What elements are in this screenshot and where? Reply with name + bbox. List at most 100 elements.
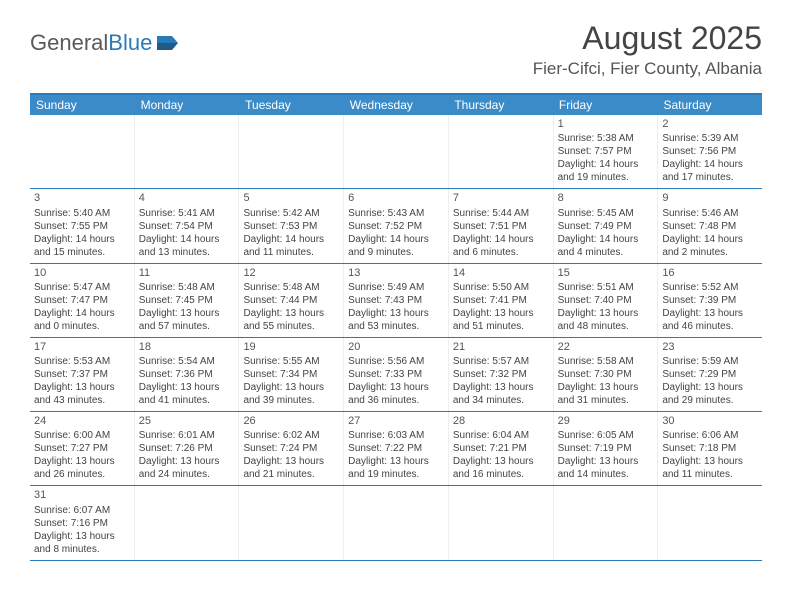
location-label: Fier-Cifci, Fier County, Albania — [533, 59, 762, 79]
day-cell: 13Sunrise: 5:49 AMSunset: 7:43 PMDayligh… — [344, 264, 449, 337]
day-number: 3 — [34, 191, 130, 205]
day-number: 25 — [139, 414, 235, 428]
day-cell: 2Sunrise: 5:39 AMSunset: 7:56 PMDaylight… — [658, 115, 762, 188]
daylight-line: Daylight: 13 hours and 19 minutes. — [348, 455, 444, 481]
sunset-line: Sunset: 7:52 PM — [348, 220, 444, 233]
day-number: 24 — [34, 414, 130, 428]
day-number: 16 — [662, 266, 758, 280]
day-cell: 25Sunrise: 6:01 AMSunset: 7:26 PMDayligh… — [135, 412, 240, 485]
day-number: 31 — [34, 488, 130, 502]
sunset-line: Sunset: 7:27 PM — [34, 442, 130, 455]
calendar: SundayMondayTuesdayWednesdayThursdayFrid… — [30, 93, 762, 561]
sunrise-line: Sunrise: 5:49 AM — [348, 281, 444, 294]
day-cell: 21Sunrise: 5:57 AMSunset: 7:32 PMDayligh… — [449, 338, 554, 411]
weekday-header: Thursday — [448, 95, 553, 115]
day-number: 8 — [558, 191, 654, 205]
day-number: 6 — [348, 191, 444, 205]
day-cell: 27Sunrise: 6:03 AMSunset: 7:22 PMDayligh… — [344, 412, 449, 485]
day-cell: 20Sunrise: 5:56 AMSunset: 7:33 PMDayligh… — [344, 338, 449, 411]
day-number: 1 — [558, 117, 654, 131]
day-cell: 4Sunrise: 5:41 AMSunset: 7:54 PMDaylight… — [135, 189, 240, 262]
day-cell: 23Sunrise: 5:59 AMSunset: 7:29 PMDayligh… — [658, 338, 762, 411]
daylight-line: Daylight: 13 hours and 36 minutes. — [348, 381, 444, 407]
logo-flag-icon — [156, 34, 182, 52]
sunset-line: Sunset: 7:47 PM — [34, 294, 130, 307]
daylight-line: Daylight: 13 hours and 16 minutes. — [453, 455, 549, 481]
sunrise-line: Sunrise: 6:00 AM — [34, 429, 130, 442]
day-cell: 22Sunrise: 5:58 AMSunset: 7:30 PMDayligh… — [554, 338, 659, 411]
sunset-line: Sunset: 7:57 PM — [558, 145, 654, 158]
sunset-line: Sunset: 7:40 PM — [558, 294, 654, 307]
empty-cell — [344, 486, 449, 559]
sunset-line: Sunset: 7:53 PM — [243, 220, 339, 233]
sunrise-line: Sunrise: 5:40 AM — [34, 207, 130, 220]
day-cell: 15Sunrise: 5:51 AMSunset: 7:40 PMDayligh… — [554, 264, 659, 337]
sunset-line: Sunset: 7:19 PM — [558, 442, 654, 455]
daylight-line: Daylight: 13 hours and 43 minutes. — [34, 381, 130, 407]
day-cell: 28Sunrise: 6:04 AMSunset: 7:21 PMDayligh… — [449, 412, 554, 485]
day-number: 17 — [34, 340, 130, 354]
empty-cell — [554, 486, 659, 559]
day-cell: 29Sunrise: 6:05 AMSunset: 7:19 PMDayligh… — [554, 412, 659, 485]
sunrise-line: Sunrise: 6:04 AM — [453, 429, 549, 442]
day-cell: 3Sunrise: 5:40 AMSunset: 7:55 PMDaylight… — [30, 189, 135, 262]
sunset-line: Sunset: 7:56 PM — [662, 145, 758, 158]
daylight-line: Daylight: 13 hours and 48 minutes. — [558, 307, 654, 333]
empty-cell — [239, 115, 344, 188]
daylight-line: Daylight: 13 hours and 8 minutes. — [34, 530, 130, 556]
sunset-line: Sunset: 7:18 PM — [662, 442, 758, 455]
sunset-line: Sunset: 7:26 PM — [139, 442, 235, 455]
day-number: 13 — [348, 266, 444, 280]
sunrise-line: Sunrise: 6:05 AM — [558, 429, 654, 442]
day-number: 7 — [453, 191, 549, 205]
sunrise-line: Sunrise: 5:48 AM — [139, 281, 235, 294]
sunset-line: Sunset: 7:51 PM — [453, 220, 549, 233]
daylight-line: Daylight: 14 hours and 2 minutes. — [662, 233, 758, 259]
weekday-header: Friday — [553, 95, 658, 115]
day-number: 9 — [662, 191, 758, 205]
sunrise-line: Sunrise: 5:48 AM — [243, 281, 339, 294]
daylight-line: Daylight: 13 hours and 51 minutes. — [453, 307, 549, 333]
week-row: 31Sunrise: 6:07 AMSunset: 7:16 PMDayligh… — [30, 486, 762, 560]
daylight-line: Daylight: 13 hours and 29 minutes. — [662, 381, 758, 407]
sunrise-line: Sunrise: 5:45 AM — [558, 207, 654, 220]
sunrise-line: Sunrise: 5:44 AM — [453, 207, 549, 220]
day-number: 28 — [453, 414, 549, 428]
day-number: 2 — [662, 117, 758, 131]
day-cell: 14Sunrise: 5:50 AMSunset: 7:41 PMDayligh… — [449, 264, 554, 337]
sunset-line: Sunset: 7:34 PM — [243, 368, 339, 381]
sunrise-line: Sunrise: 6:06 AM — [662, 429, 758, 442]
day-number: 30 — [662, 414, 758, 428]
sunrise-line: Sunrise: 5:58 AM — [558, 355, 654, 368]
day-cell: 16Sunrise: 5:52 AMSunset: 7:39 PMDayligh… — [658, 264, 762, 337]
daylight-line: Daylight: 13 hours and 24 minutes. — [139, 455, 235, 481]
weekday-header: Sunday — [30, 95, 135, 115]
empty-cell — [30, 115, 135, 188]
logo: GeneralBlue — [30, 30, 182, 56]
sunrise-line: Sunrise: 5:54 AM — [139, 355, 235, 368]
sunrise-line: Sunrise: 5:53 AM — [34, 355, 130, 368]
sunset-line: Sunset: 7:39 PM — [662, 294, 758, 307]
weekday-header: Saturday — [657, 95, 762, 115]
sunset-line: Sunset: 7:36 PM — [139, 368, 235, 381]
sunrise-line: Sunrise: 5:52 AM — [662, 281, 758, 294]
sunrise-line: Sunrise: 6:01 AM — [139, 429, 235, 442]
daylight-line: Daylight: 13 hours and 57 minutes. — [139, 307, 235, 333]
week-row: 17Sunrise: 5:53 AMSunset: 7:37 PMDayligh… — [30, 338, 762, 412]
daylight-line: Daylight: 13 hours and 46 minutes. — [662, 307, 758, 333]
day-cell: 8Sunrise: 5:45 AMSunset: 7:49 PMDaylight… — [554, 189, 659, 262]
day-cell: 19Sunrise: 5:55 AMSunset: 7:34 PMDayligh… — [239, 338, 344, 411]
daylight-line: Daylight: 14 hours and 19 minutes. — [558, 158, 654, 184]
sunset-line: Sunset: 7:45 PM — [139, 294, 235, 307]
sunrise-line: Sunrise: 6:02 AM — [243, 429, 339, 442]
sunset-line: Sunset: 7:24 PM — [243, 442, 339, 455]
sunrise-line: Sunrise: 5:50 AM — [453, 281, 549, 294]
sunrise-line: Sunrise: 5:42 AM — [243, 207, 339, 220]
week-row: 24Sunrise: 6:00 AMSunset: 7:27 PM Dayligh… — [30, 412, 762, 486]
weekday-header-row: SundayMondayTuesdayWednesdayThursdayFrid… — [30, 95, 762, 115]
empty-cell — [344, 115, 449, 188]
sunset-line: Sunset: 7:33 PM — [348, 368, 444, 381]
daylight-line: Daylight: 14 hours and 0 minutes. — [34, 307, 130, 333]
week-row: 10Sunrise: 5:47 AMSunset: 7:47 PMDayligh… — [30, 264, 762, 338]
daylight-line: Daylight: 14 hours and 6 minutes. — [453, 233, 549, 259]
